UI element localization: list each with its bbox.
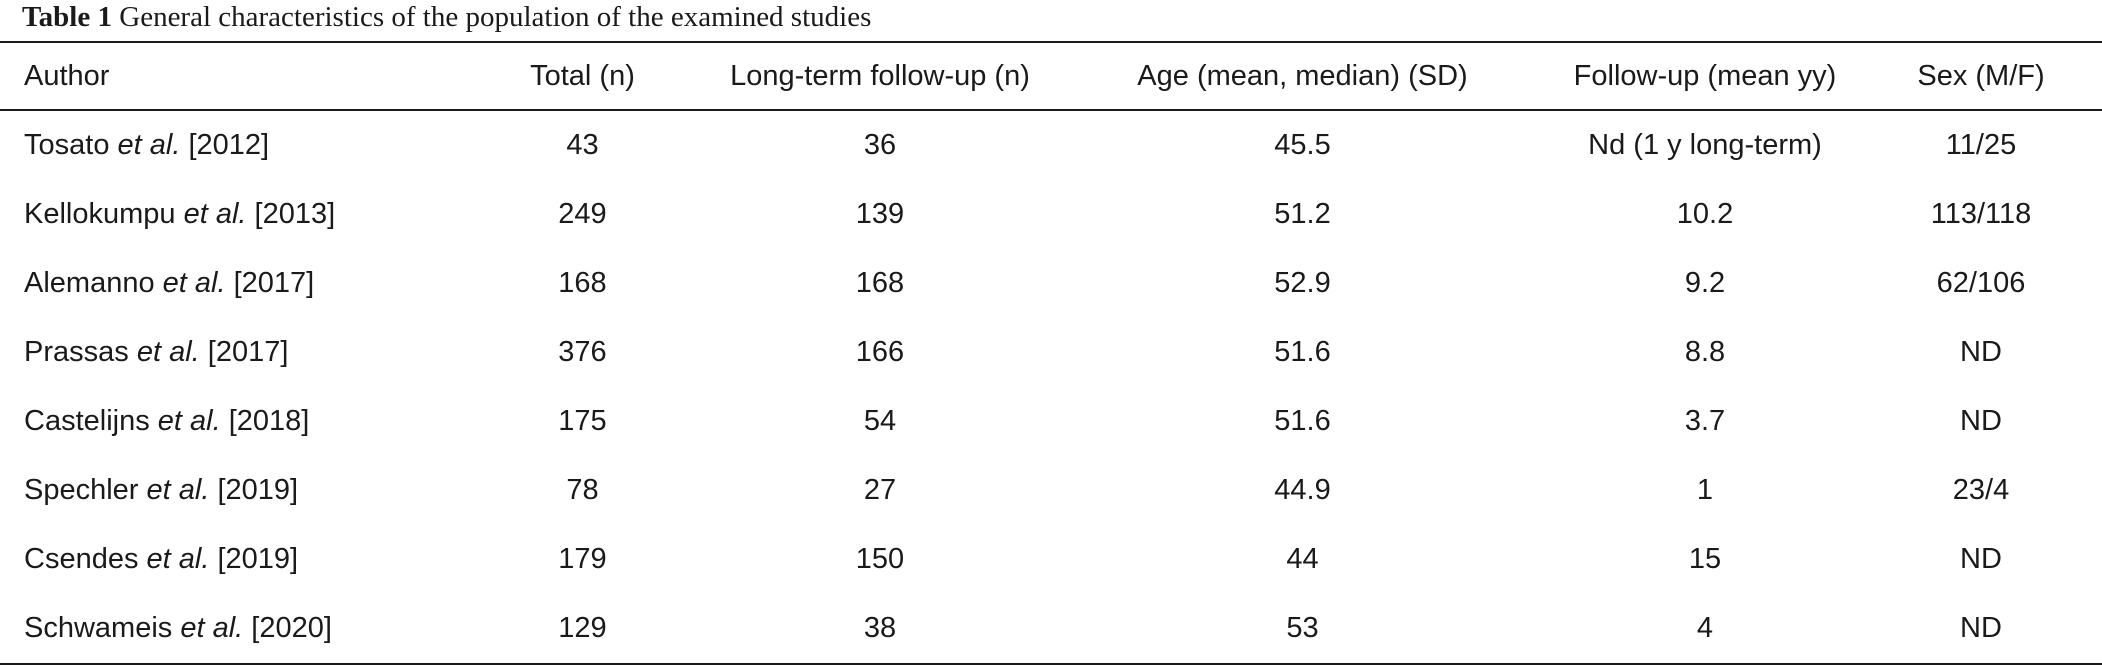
cell-long-term: 27	[863, 474, 897, 506]
header-follow-up: Follow-up (mean yy)	[1573, 59, 1837, 92]
cell-author: Kellokumpu et al. [2013]	[0, 180, 460, 249]
cell-long-term: 166	[855, 336, 905, 368]
cell-age: 44.9	[1274, 474, 1331, 506]
author-et-al: et al.	[157, 405, 221, 437]
characteristics-table: Author Total (n) Long-term follow-up (n)…	[0, 41, 2102, 665]
table-row: Castelijns et al. [2018] 175 54 51.6 3.7…	[0, 387, 2102, 456]
cell-follow-up: 1	[1696, 474, 1714, 506]
table-body: Tosato et al. [2012] 43 36 45.5 Nd (1 y …	[0, 110, 2102, 664]
header-author: Author	[24, 59, 110, 92]
author-year: [2017]	[233, 267, 315, 299]
cell-sex: ND	[1960, 612, 2002, 644]
cell-author: Csendes et al. [2019]	[0, 525, 460, 594]
cell-age: 51.6	[1274, 405, 1331, 437]
author-et-al: et al.	[180, 612, 244, 644]
cell-total: 376	[558, 336, 607, 368]
cell-sex: 11/25	[1945, 129, 2017, 161]
cell-follow-up: 8.8	[1684, 336, 1726, 368]
cell-long-term: 54	[863, 405, 897, 437]
table-row: Alemanno et al. [2017] 168 168 52.9 9.2 …	[0, 249, 2102, 318]
cell-follow-up: 15	[1688, 543, 1722, 575]
author-name: Schwameis	[24, 612, 173, 644]
cell-sex: 113/118	[1930, 198, 2032, 230]
cell-total: 179	[558, 543, 607, 575]
author-year: [2020]	[251, 612, 332, 644]
header-row: Author Total (n) Long-term follow-up (n)…	[0, 42, 2102, 110]
cell-age: 52.9	[1274, 267, 1331, 299]
table-caption-label: Table 1	[22, 1, 112, 33]
author-et-al: et al.	[146, 543, 210, 575]
author-name: Csendes	[24, 543, 139, 575]
cell-follow-up: Nd (1 y long-term)	[1588, 129, 1822, 161]
cell-follow-up: 9.2	[1684, 267, 1726, 299]
author-et-al: et al.	[136, 336, 200, 368]
cell-age: 53	[1286, 612, 1319, 644]
cell-total: 78	[566, 474, 599, 506]
cell-follow-up: 3.7	[1684, 405, 1726, 437]
cell-total: 168	[558, 267, 607, 299]
cell-sex: ND	[1960, 405, 2002, 437]
cell-follow-up: 10.2	[1676, 198, 1734, 230]
cell-follow-up: 4	[1696, 612, 1714, 644]
author-name: Alemanno	[24, 267, 155, 299]
table-row: Schwameis et al. [2020] 129 38 53 4 ND	[0, 594, 2102, 664]
author-year: [2012]	[188, 129, 270, 161]
table-row: Kellokumpu et al. [2013] 249 139 51.2 10…	[0, 180, 2102, 249]
cell-long-term: 36	[863, 129, 897, 161]
cell-total: 129	[558, 612, 607, 644]
author-year: [2013]	[254, 198, 336, 230]
table-header: Author Total (n) Long-term follow-up (n)…	[0, 42, 2102, 110]
table-row: Prassas et al. [2017] 376 166 51.6 8.8 N…	[0, 318, 2102, 387]
author-name: Spechler	[24, 474, 139, 506]
author-name: Tosato	[24, 129, 110, 161]
table-row: Csendes et al. [2019] 179 150 44 15 ND	[0, 525, 2102, 594]
table-caption: Table 1 General characteristics of the p…	[22, 0, 871, 38]
author-et-al: et al.	[183, 198, 247, 230]
cell-author: Tosato et al. [2012]	[0, 110, 460, 180]
cell-sex: ND	[1960, 336, 2002, 368]
author-name: Castelijns	[24, 405, 150, 437]
cell-author: Castelijns et al. [2018]	[0, 387, 460, 456]
author-et-al: et al.	[162, 267, 226, 299]
cell-age: 51.2	[1274, 198, 1331, 230]
cell-long-term: 168	[855, 267, 905, 299]
header-total: Total (n)	[530, 59, 635, 92]
cell-author: Alemanno et al. [2017]	[0, 249, 460, 318]
table-caption-text: General characteristics of the populatio…	[119, 1, 872, 33]
header-long-term: Long-term follow-up (n)	[730, 59, 1030, 92]
cell-long-term: 150	[855, 543, 905, 575]
author-name: Kellokumpu	[24, 198, 176, 230]
cell-age: 51.6	[1274, 336, 1331, 368]
table-row: Tosato et al. [2012] 43 36 45.5 Nd (1 y …	[0, 110, 2102, 180]
cell-long-term: 139	[855, 198, 905, 230]
cell-age: 44	[1286, 543, 1319, 575]
author-et-al: et al.	[146, 474, 210, 506]
author-year: [2019]	[217, 474, 299, 506]
table-row: Spechler et al. [2019] 78 27 44.9 1 23/4	[0, 456, 2102, 525]
cell-long-term: 38	[863, 612, 897, 644]
cell-sex: ND	[1960, 543, 2002, 575]
header-age: Age (mean, median) (SD)	[1137, 59, 1468, 92]
header-sex: Sex (M/F)	[1917, 59, 2045, 92]
cell-sex: 23/4	[1952, 474, 2010, 506]
cell-total: 249	[558, 198, 607, 230]
cell-author: Schwameis et al. [2020]	[0, 594, 460, 664]
author-name: Prassas	[24, 336, 129, 368]
cell-sex: 62/106	[1936, 267, 2026, 299]
cell-age: 45.5	[1274, 129, 1331, 161]
author-year: [2017]	[207, 336, 289, 368]
cell-total: 175	[558, 405, 607, 437]
author-year: [2019]	[217, 543, 299, 575]
cell-author: Spechler et al. [2019]	[0, 456, 460, 525]
cell-total: 43	[566, 129, 599, 161]
author-et-al: et al.	[117, 129, 181, 161]
author-year: [2018]	[228, 405, 310, 437]
cell-author: Prassas et al. [2017]	[0, 318, 460, 387]
